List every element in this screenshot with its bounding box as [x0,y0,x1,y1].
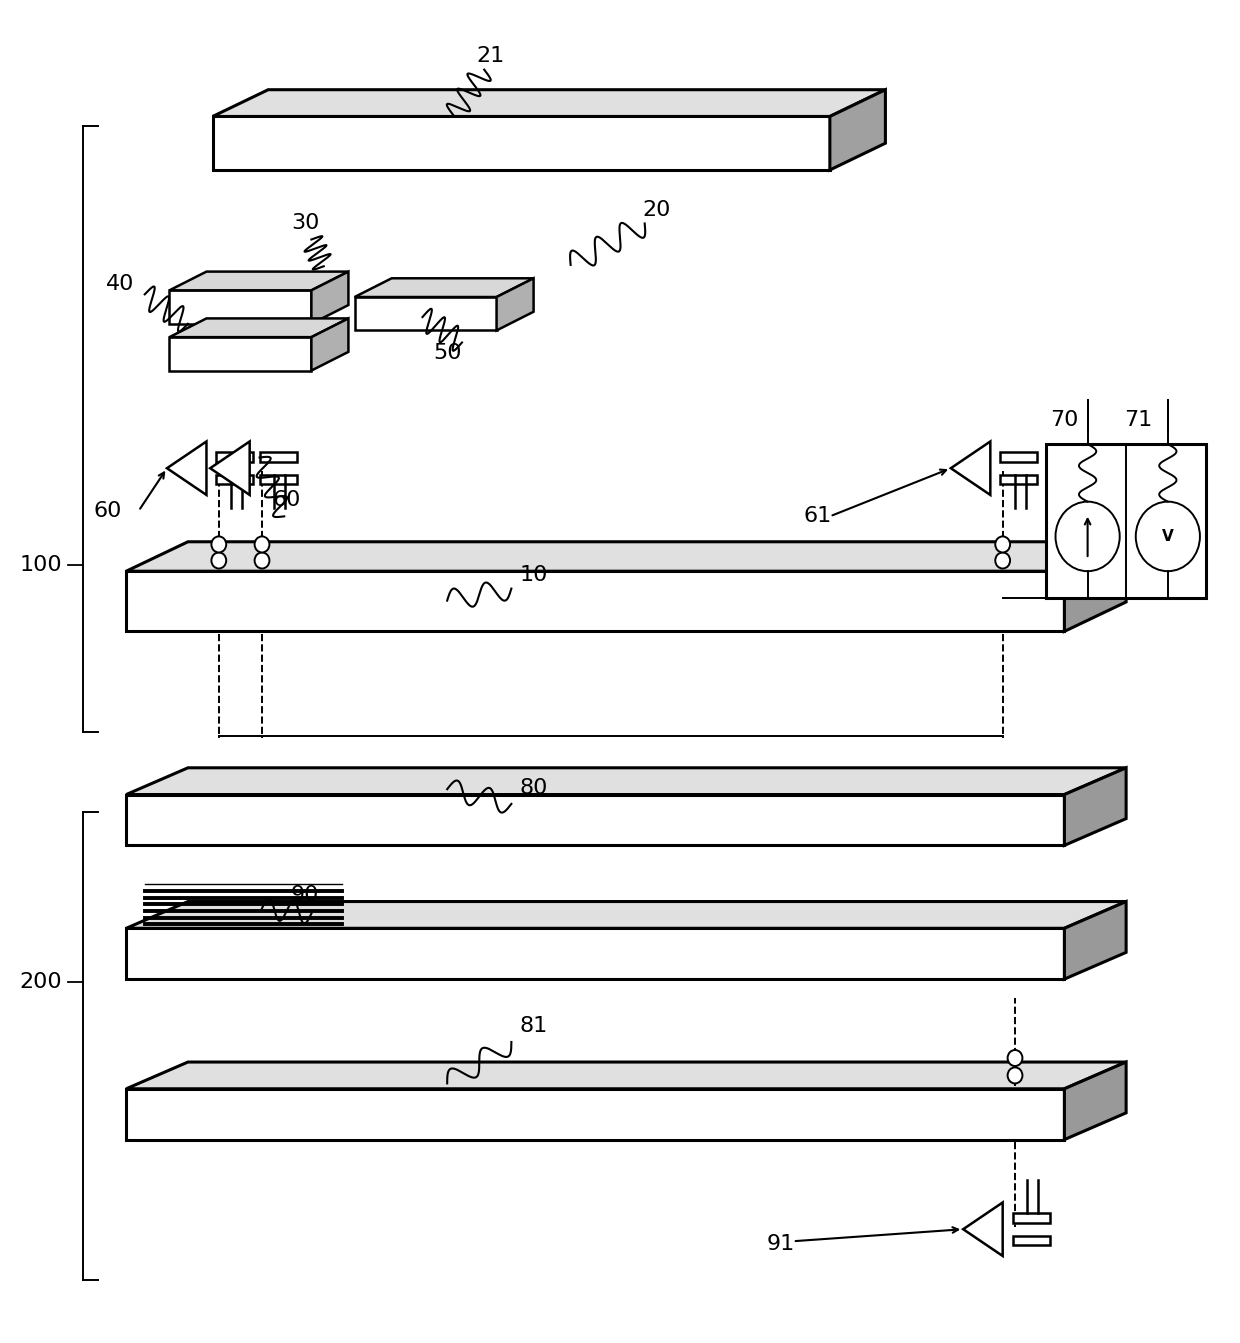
Polygon shape [1064,1062,1126,1140]
Polygon shape [170,271,348,290]
Circle shape [211,552,226,568]
Polygon shape [126,795,1064,845]
Polygon shape [126,901,1126,928]
Circle shape [1055,502,1120,571]
Text: V: V [1162,529,1174,544]
Polygon shape [126,571,1064,631]
Polygon shape [259,475,296,485]
Text: 60: 60 [93,501,122,521]
Polygon shape [830,90,885,171]
Polygon shape [210,442,249,496]
Polygon shape [1001,475,1037,485]
Polygon shape [1064,541,1126,631]
Text: 61: 61 [804,506,832,526]
Text: 60: 60 [273,490,301,510]
Text: 71: 71 [1125,410,1153,430]
Circle shape [996,536,1011,552]
Polygon shape [170,337,311,371]
Polygon shape [170,318,348,337]
Polygon shape [126,541,1126,571]
Polygon shape [963,1202,1003,1256]
Text: 21: 21 [476,46,505,66]
Polygon shape [311,271,348,324]
Polygon shape [1013,1236,1049,1245]
Text: 40: 40 [105,274,134,294]
Polygon shape [1045,445,1207,598]
Text: 10: 10 [520,565,548,586]
Text: 200: 200 [20,972,62,991]
Text: 91: 91 [766,1234,795,1254]
Circle shape [996,552,1011,568]
Polygon shape [1064,768,1126,845]
Text: 100: 100 [20,555,62,575]
Circle shape [1008,1050,1023,1066]
Text: 50: 50 [433,344,461,363]
Circle shape [1008,1068,1023,1084]
Polygon shape [259,453,296,462]
Circle shape [254,552,269,568]
Text: 80: 80 [520,778,548,798]
Text: 70: 70 [1050,410,1079,430]
Polygon shape [355,278,533,297]
Polygon shape [216,475,253,485]
Circle shape [211,536,226,552]
Polygon shape [126,768,1126,795]
Polygon shape [311,318,348,371]
Polygon shape [126,1062,1126,1089]
Text: 20: 20 [642,200,671,220]
Polygon shape [126,928,1064,979]
Polygon shape [1001,453,1037,462]
Polygon shape [167,442,207,496]
Polygon shape [1064,901,1126,979]
Text: 90: 90 [291,885,320,905]
Polygon shape [951,442,991,496]
Polygon shape [170,290,311,324]
Polygon shape [355,297,496,330]
Circle shape [254,536,269,552]
Polygon shape [496,278,533,330]
Polygon shape [216,453,253,462]
Polygon shape [212,90,885,117]
Polygon shape [1013,1213,1049,1222]
Polygon shape [212,117,830,171]
Text: 30: 30 [291,214,320,234]
Text: 81: 81 [520,1015,548,1035]
Polygon shape [126,1089,1064,1140]
Circle shape [1136,502,1200,571]
